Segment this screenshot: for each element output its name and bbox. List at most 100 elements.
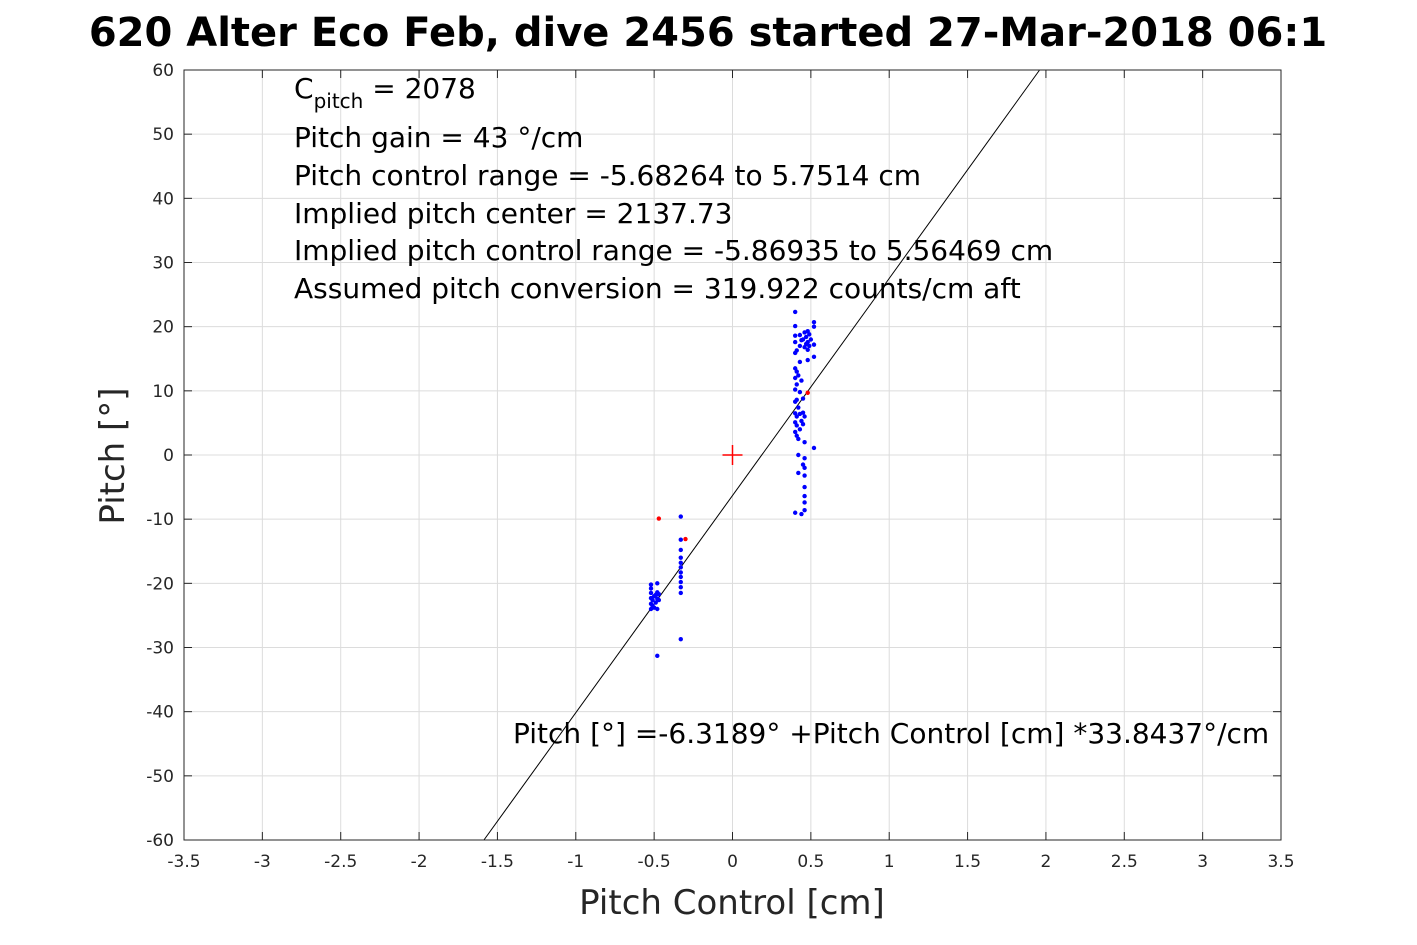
x-tick-label: 2.5 — [1111, 852, 1138, 872]
implied-pitch-range-annotation: Implied pitch control range = -5.86935 t… — [294, 234, 1053, 267]
data-point — [811, 354, 817, 360]
y-tick-label: 30 — [152, 254, 174, 274]
x-tick-label: -2.5 — [324, 852, 357, 872]
x-tick-label: -1.5 — [481, 852, 514, 872]
c-pitch-subscript: pitch — [314, 89, 364, 113]
data-point — [678, 636, 683, 642]
data-point — [811, 445, 817, 451]
x-tick-label: 3 — [1197, 852, 1208, 872]
data-point — [796, 405, 801, 410]
fit-line-group — [483, 69, 1040, 841]
x-tick-label: -1 — [567, 852, 584, 872]
data-points — [648, 309, 817, 659]
c-pitch-annotation: Cpitch = 2078 — [294, 72, 476, 113]
x-axis-ticks: -3.5 -3 -2.5 -2 -1.5 -1 -0.5 0 0.5 1 1.5 2 2.5 3 3.5 — [167, 70, 1295, 872]
data-point — [802, 493, 807, 499]
data-point — [794, 382, 799, 387]
c-pitch-value: = 2078 — [363, 72, 476, 105]
data-point — [807, 343, 812, 349]
c-pitch-symbol: C — [294, 72, 314, 105]
data-point — [800, 337, 806, 342]
x-tick-label: -2 — [411, 852, 428, 872]
data-point — [792, 375, 798, 381]
data-point — [803, 334, 809, 340]
y-axis-label: Pitch [°] — [93, 387, 133, 524]
data-point — [655, 653, 660, 659]
data-point — [678, 514, 683, 519]
data-point — [800, 410, 806, 415]
data-point — [807, 332, 812, 337]
x-tick-label: 3.5 — [1267, 852, 1294, 872]
data-point — [655, 606, 660, 612]
data-point — [792, 429, 798, 435]
x-tick-label: -0.5 — [638, 852, 671, 872]
data-point — [794, 397, 799, 403]
x-tick-label: 1 — [884, 852, 895, 872]
pitch-control-range-annotation: Pitch control range = -5.68264 to 5.7514… — [294, 159, 921, 192]
data-point — [678, 555, 683, 560]
data-point — [678, 584, 683, 590]
data-point — [811, 319, 817, 325]
y-tick-label: -10 — [146, 510, 174, 530]
data-point — [796, 470, 801, 476]
data-point — [792, 387, 798, 392]
data-point — [796, 373, 801, 378]
data-point — [797, 332, 803, 338]
data-point — [802, 465, 807, 471]
data-point — [799, 378, 804, 383]
y-tick-label: 0 — [163, 446, 174, 466]
data-point — [678, 537, 683, 542]
data-point — [678, 565, 683, 570]
data-point — [797, 343, 803, 349]
fit-line — [483, 69, 1040, 841]
data-point — [794, 348, 799, 353]
highlight-point — [683, 536, 688, 542]
data-point — [794, 414, 799, 419]
data-point — [797, 427, 803, 432]
data-point — [797, 359, 803, 365]
data-point — [808, 337, 814, 342]
data-point — [800, 396, 806, 401]
data-point — [802, 484, 807, 490]
x-tick-label: -3 — [254, 852, 271, 872]
data-point — [678, 560, 683, 565]
data-point — [802, 500, 807, 505]
x-tick-label: 0.5 — [797, 852, 824, 872]
y-tick-label: -30 — [146, 639, 174, 659]
y-tick-label: 50 — [152, 125, 174, 145]
y-tick-label: -40 — [146, 703, 174, 723]
data-point — [655, 581, 660, 586]
data-point — [792, 510, 798, 515]
data-point — [797, 389, 803, 395]
data-point — [800, 422, 806, 427]
y-tick-label: -20 — [146, 574, 174, 594]
data-point — [792, 333, 798, 338]
data-point — [794, 369, 799, 374]
data-point — [802, 456, 807, 461]
data-point — [802, 414, 807, 419]
x-tick-label: 0 — [727, 852, 738, 872]
highlight-point — [656, 516, 662, 521]
y-tick-label: 20 — [152, 318, 174, 338]
x-tick-label: 1.5 — [954, 852, 981, 872]
y-tick-label: -50 — [146, 767, 174, 787]
grid-lines — [183, 69, 1282, 841]
data-point — [650, 597, 655, 603]
x-tick-label: -3.5 — [167, 852, 200, 872]
data-point — [653, 600, 658, 605]
data-point — [792, 339, 798, 345]
data-point — [678, 590, 683, 596]
data-point — [656, 592, 662, 597]
data-point — [805, 339, 810, 345]
y-tick-label: -60 — [146, 831, 174, 851]
data-point — [805, 347, 810, 352]
data-point — [802, 473, 807, 478]
data-point — [648, 590, 654, 596]
data-point — [802, 507, 807, 513]
data-point — [811, 324, 817, 329]
data-point — [792, 323, 798, 329]
highlight-point — [805, 390, 810, 395]
data-point — [678, 570, 683, 575]
y-tick-label: 60 — [152, 61, 174, 81]
